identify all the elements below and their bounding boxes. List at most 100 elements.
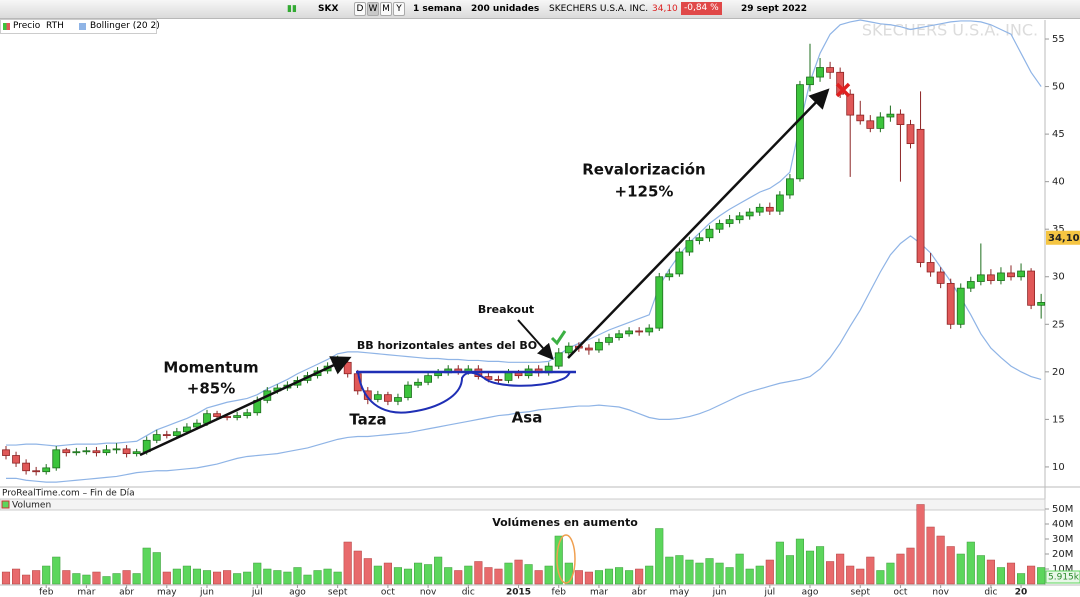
volume-bar bbox=[52, 556, 61, 585]
volume-bar bbox=[976, 555, 985, 585]
candle-body bbox=[182, 426, 191, 433]
plot: 10 15 20 25 30 35 40 45 50 55 34,10 10M 20M 30M 40M 50M… bbox=[1, 19, 1080, 597]
volume-bar bbox=[383, 562, 392, 585]
candle-body bbox=[946, 283, 955, 325]
x-tick-label: 20 bbox=[1015, 588, 1028, 597]
candle-body bbox=[363, 390, 372, 400]
candle-body bbox=[745, 211, 754, 217]
volume-bar bbox=[604, 568, 614, 585]
volume-bar bbox=[785, 555, 794, 585]
y-tick-label: 30 bbox=[1052, 272, 1065, 283]
candle-body bbox=[132, 451, 141, 455]
volume-bar bbox=[132, 573, 141, 585]
volume-bar bbox=[705, 558, 714, 585]
candle-body bbox=[152, 434, 161, 441]
candle-body bbox=[1007, 272, 1015, 278]
candle-body bbox=[645, 327, 654, 333]
candle-body bbox=[554, 352, 563, 367]
candle-body bbox=[987, 274, 995, 281]
volume-bar bbox=[524, 564, 533, 585]
volume-bar bbox=[504, 562, 513, 585]
volume-bar bbox=[434, 556, 443, 585]
last-price-tag bbox=[1046, 230, 1080, 245]
volume-bar bbox=[695, 562, 704, 585]
candle-body bbox=[424, 375, 433, 383]
x-tick-label: mar bbox=[77, 588, 95, 597]
candle-body bbox=[595, 341, 603, 351]
volume-bar bbox=[836, 553, 845, 585]
volume-bar bbox=[956, 553, 965, 585]
y-tick-label: 40M bbox=[1052, 519, 1073, 530]
units[interactable]: 200 unidades bbox=[471, 4, 540, 14]
volume-bar bbox=[735, 553, 744, 585]
candle-body bbox=[775, 194, 784, 212]
period-button[interactable]: M bbox=[380, 2, 392, 16]
candle-body bbox=[243, 412, 252, 416]
momentum-arrow bbox=[139, 356, 352, 457]
x-tick-label: jun bbox=[199, 588, 214, 597]
legend-bollinger[interactable]: Bollinger (20 2) bbox=[90, 21, 160, 31]
x-tick-label: feb bbox=[39, 588, 54, 597]
symbol[interactable]: SKX bbox=[318, 4, 339, 14]
interval[interactable]: 1 semana bbox=[413, 4, 462, 14]
volume-bar bbox=[12, 568, 21, 585]
breakout-arrow bbox=[517, 319, 554, 360]
volume-bar bbox=[172, 568, 181, 585]
volume-bar bbox=[514, 559, 523, 585]
x-tick-label: nov bbox=[420, 588, 437, 597]
volume-bar bbox=[403, 568, 413, 585]
candle-body bbox=[12, 455, 20, 464]
change: -0,84 % bbox=[681, 2, 722, 15]
bollinger-band bbox=[6, 235, 1042, 483]
candle-body bbox=[966, 281, 975, 289]
revaluation-arrow bbox=[567, 88, 830, 359]
x-tick-label: ago bbox=[289, 588, 306, 597]
source-label: ProRealTime.com – Fin de Día bbox=[2, 489, 135, 499]
candle-body bbox=[585, 347, 593, 351]
volume-title: Volumen bbox=[12, 501, 51, 511]
candle-body bbox=[665, 273, 674, 278]
volume-bar bbox=[293, 567, 302, 585]
volume-bar bbox=[233, 573, 242, 585]
y-tick-label: 45 bbox=[1052, 129, 1065, 140]
annotations: Momentum +85% BB horizontales antes del … bbox=[139, 82, 851, 584]
period-button[interactable]: D bbox=[354, 2, 366, 16]
volume-bar bbox=[353, 550, 362, 585]
volume-bar bbox=[534, 570, 543, 585]
x-tick-label: may bbox=[670, 588, 690, 597]
volume-bar bbox=[725, 567, 734, 585]
candle-body bbox=[906, 124, 915, 145]
volume-bar bbox=[876, 570, 885, 585]
price-swatch bbox=[3, 23, 10, 30]
volume-bar bbox=[213, 571, 222, 585]
volume-bar bbox=[866, 556, 875, 585]
candle-body bbox=[926, 262, 935, 273]
y-tick-label: 50 bbox=[1052, 82, 1065, 93]
candle-body bbox=[112, 448, 121, 451]
candle-body bbox=[404, 384, 412, 398]
volume-bar bbox=[484, 567, 493, 585]
candle-body bbox=[72, 451, 81, 454]
legend-rth[interactable]: RTH bbox=[46, 21, 64, 31]
candle-body bbox=[735, 215, 744, 221]
candle-body bbox=[725, 219, 734, 224]
instrument-name: SKECHERS U.S.A. INC. bbox=[549, 4, 649, 14]
chart-type-icon[interactable]: ▮▮ bbox=[287, 4, 297, 14]
candle-body bbox=[956, 287, 965, 325]
period-button[interactable]: Y bbox=[393, 2, 405, 16]
volume-bar bbox=[263, 568, 272, 585]
legend-price[interactable]: Precio bbox=[13, 21, 41, 31]
candle-body bbox=[765, 206, 774, 212]
candle-body bbox=[213, 413, 221, 417]
y-tick-label: 10M bbox=[1052, 564, 1073, 575]
x-tick-label: sept bbox=[851, 588, 871, 597]
volume-bar bbox=[745, 568, 754, 585]
volume-bar bbox=[112, 573, 121, 585]
volume-bar bbox=[645, 565, 654, 585]
volume-bar bbox=[966, 541, 975, 585]
period-button[interactable]: W bbox=[367, 2, 379, 16]
x-tick-label: jul bbox=[763, 588, 775, 597]
volume-bar bbox=[62, 570, 71, 585]
